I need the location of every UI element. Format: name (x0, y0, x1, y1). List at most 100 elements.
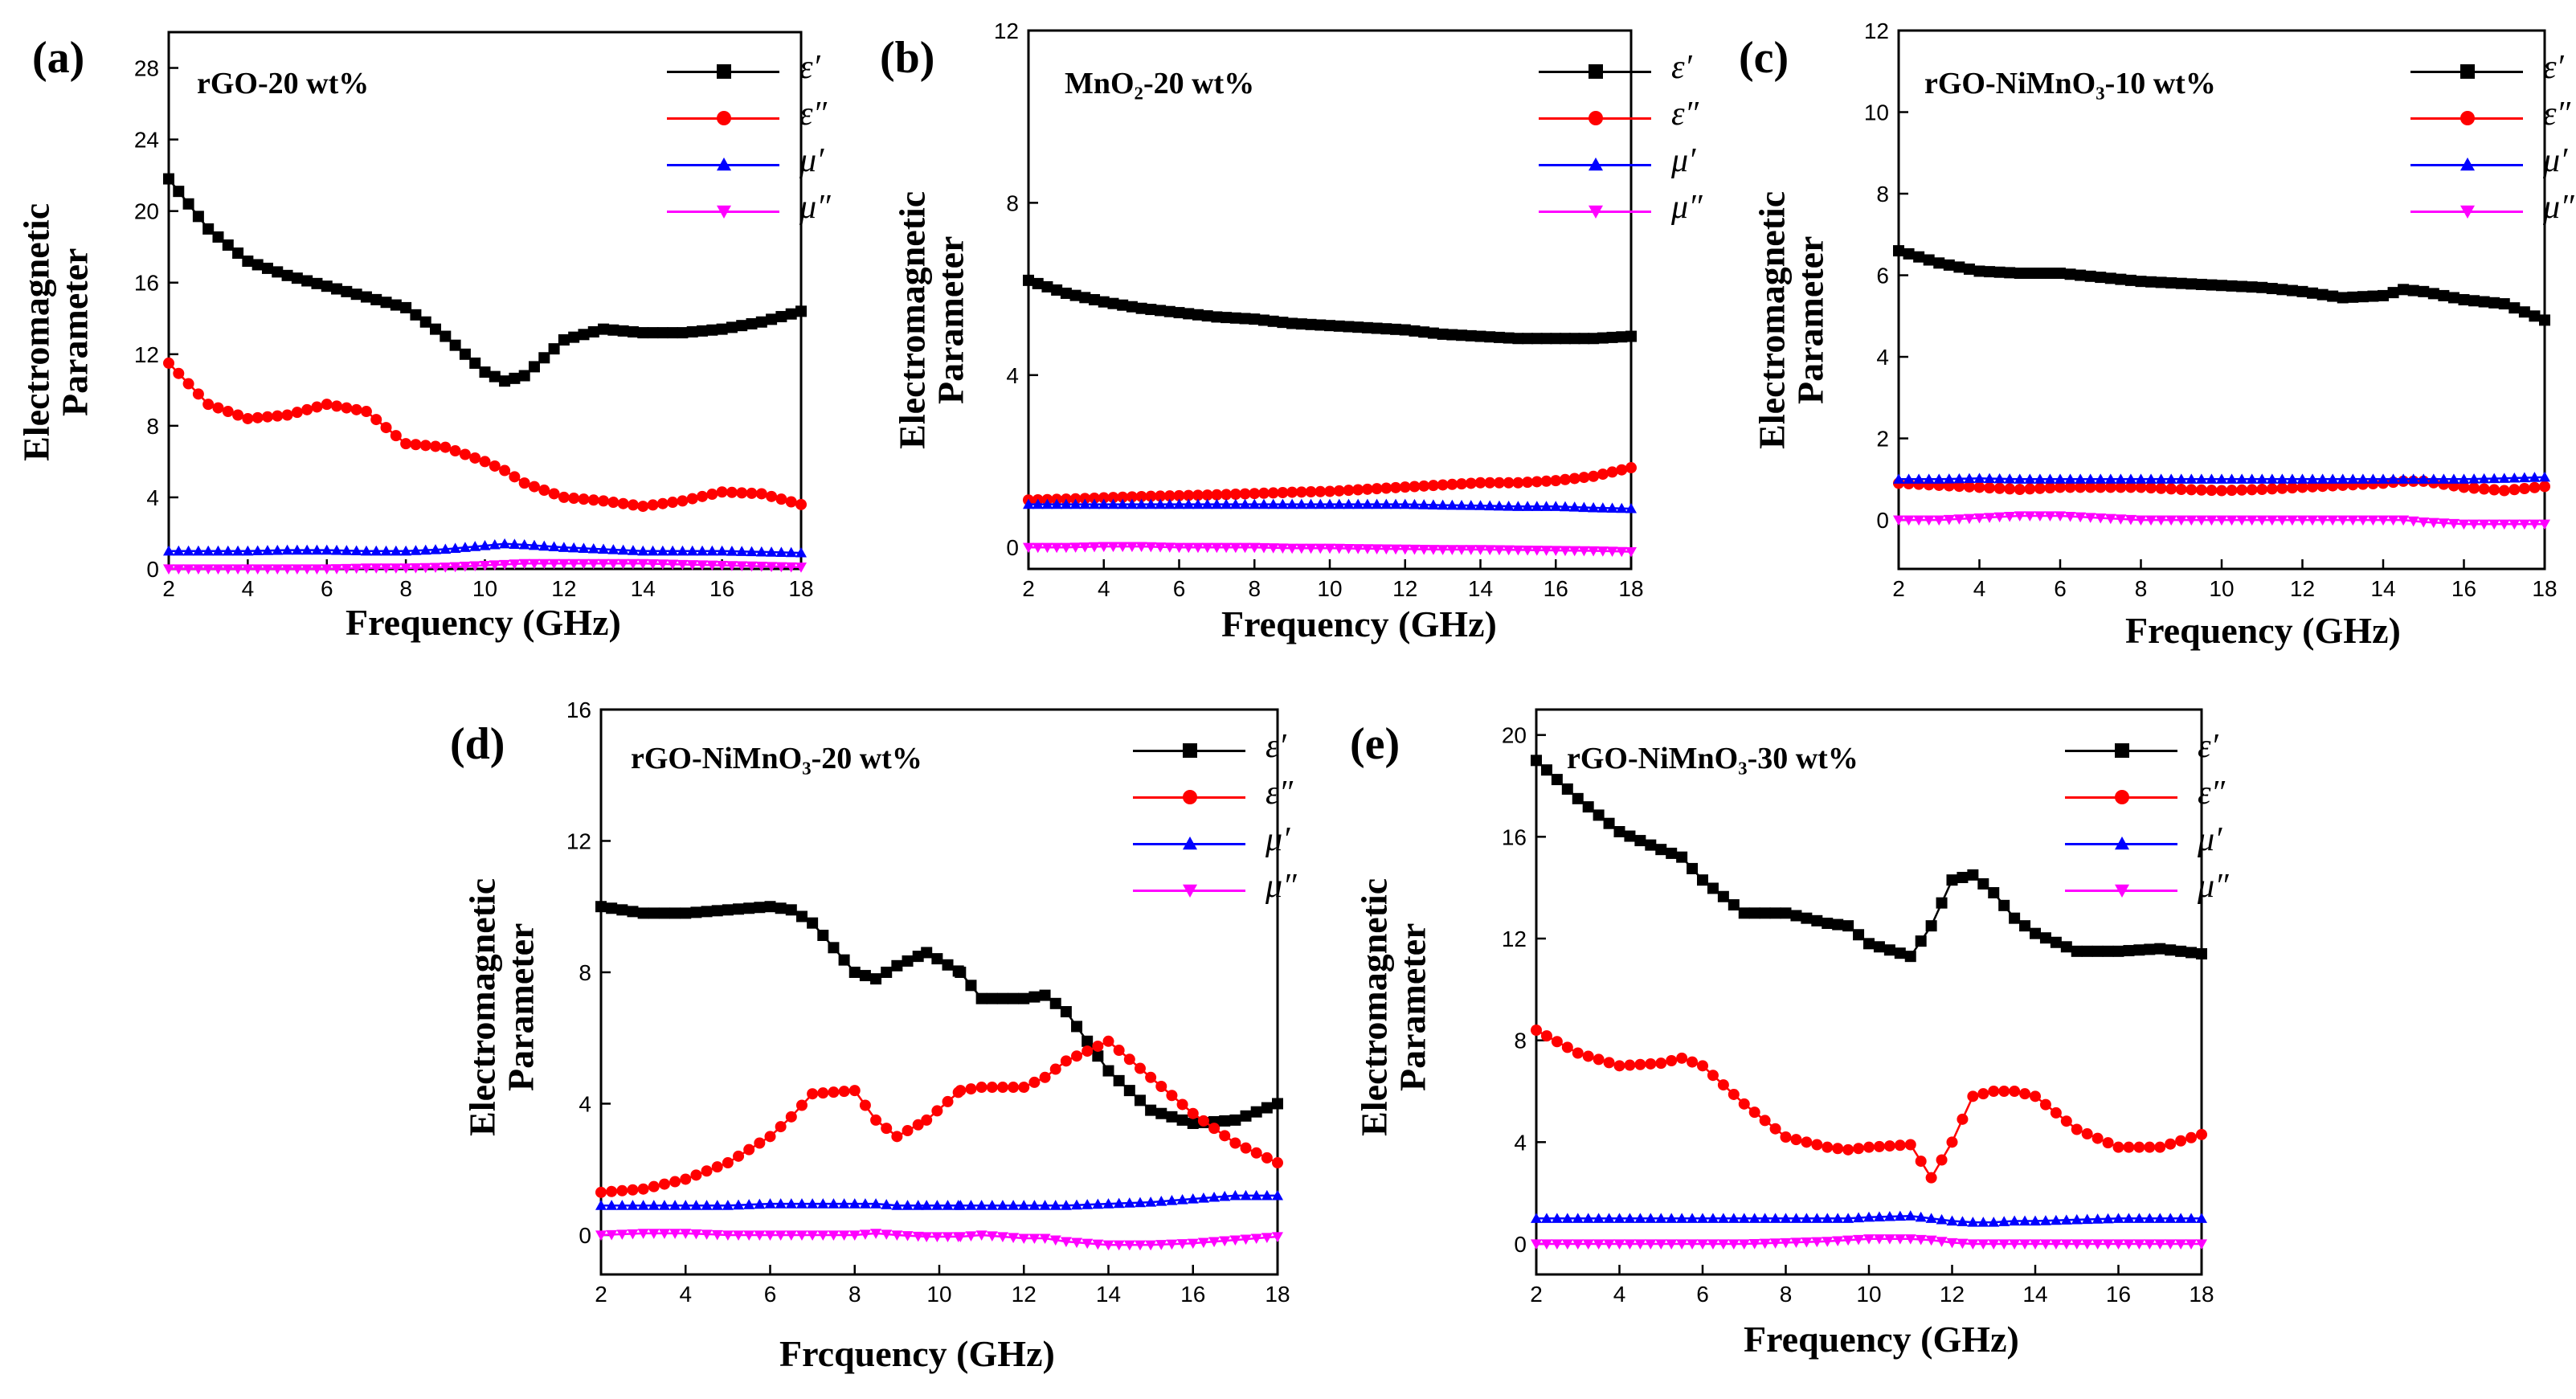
data-point (360, 545, 372, 556)
data-point (449, 339, 461, 351)
data-point (2529, 472, 2541, 482)
data-point (1239, 313, 1251, 325)
data-point (1155, 498, 1167, 509)
data-point (2081, 1239, 2093, 1250)
data-point (1277, 486, 1289, 498)
data-point (1913, 473, 1925, 484)
data-point (2060, 1239, 2072, 1250)
data-point (1883, 1234, 1895, 1245)
data-point (528, 539, 540, 550)
series-line (1535, 1029, 2202, 1180)
data-point (1936, 897, 1948, 909)
data-point (2216, 515, 2227, 526)
data-point (1550, 546, 1562, 556)
data-point (1572, 1213, 1584, 1223)
data-point (2276, 515, 2288, 526)
data-point (1261, 1189, 1273, 1201)
data-point (2186, 278, 2198, 290)
data-point (1390, 481, 1402, 493)
data-point (2327, 473, 2339, 484)
data-point (1028, 991, 1041, 1003)
data-point (669, 1200, 681, 1210)
data-point (733, 903, 745, 915)
data-point (222, 239, 234, 251)
data-point (1060, 1237, 1072, 1248)
legend-item-mu-real: μ′ (667, 141, 860, 190)
x-tick-label: 6 (1696, 1282, 1709, 1307)
data-point (637, 1229, 649, 1239)
data-point (2039, 1098, 2051, 1111)
data-point (2123, 945, 2135, 957)
data-point (1993, 472, 2006, 484)
data-point (2478, 519, 2490, 530)
data-point (1522, 545, 1534, 556)
data-point (242, 545, 254, 556)
data-point (1790, 910, 1802, 922)
data-point (2175, 945, 2187, 957)
data-point (2081, 945, 2093, 957)
data-point (1333, 485, 1345, 497)
series-mu-imag (1893, 511, 2550, 530)
data-point (1272, 1098, 1283, 1110)
data-point (902, 1125, 914, 1137)
data-point (2064, 473, 2076, 484)
data-point (469, 452, 481, 464)
data-point (743, 1199, 755, 1209)
legend-item-eps-real: ε′ (2065, 727, 2258, 775)
data-point (1437, 545, 1449, 555)
data-point (291, 564, 303, 575)
data-point (331, 400, 343, 412)
data-point (2145, 515, 2157, 526)
series-mu-imag (163, 558, 807, 575)
y-tick-label: 0 (1514, 1232, 1527, 1257)
data-point (1568, 546, 1580, 557)
data-point (1606, 546, 1618, 558)
data-point (1197, 1237, 1209, 1249)
data-point (2075, 473, 2087, 484)
data-point (2071, 1239, 2083, 1250)
data-point (1257, 487, 1270, 499)
legend-label: μ″ (799, 189, 831, 226)
data-point (1277, 498, 1289, 509)
data-point (212, 545, 224, 556)
series-mu-real (595, 1189, 1283, 1210)
data-point (1173, 307, 1185, 319)
data-point (2378, 515, 2389, 526)
data-point (1155, 1081, 1167, 1093)
data-point (242, 564, 254, 575)
data-point (648, 1200, 660, 1210)
data-point (1738, 907, 1750, 919)
data-point (1811, 914, 1823, 927)
data-point (1531, 755, 1542, 767)
data-point (1361, 544, 1373, 554)
data-point (1550, 475, 1562, 487)
data-point (1380, 323, 1392, 335)
y-tick-label: 12 (134, 342, 159, 367)
data-point (921, 1232, 933, 1242)
legend-marker (1589, 157, 1603, 171)
data-point (1134, 1197, 1146, 1208)
data-point (1780, 907, 1792, 919)
data-point (173, 367, 185, 379)
data-point (838, 954, 850, 966)
data-point (587, 558, 599, 570)
data-point (2357, 291, 2369, 303)
data-point (350, 545, 362, 556)
y-tick-label: 2 (1876, 427, 1889, 452)
data-point (2458, 519, 2470, 530)
data-point (1249, 542, 1261, 554)
data-point (1409, 498, 1421, 509)
data-point (1352, 321, 1364, 333)
data-point (848, 966, 861, 978)
data-point (1343, 485, 1355, 497)
data-point (1551, 1239, 1563, 1250)
data-point (1187, 1192, 1199, 1204)
data-point (1893, 515, 1904, 526)
data-point (667, 545, 679, 556)
data-point (499, 375, 511, 387)
data-point (321, 564, 333, 575)
legend-marker (2115, 884, 2129, 898)
data-point (1963, 513, 1975, 525)
data-point (1089, 294, 1101, 305)
data-point (2014, 484, 2026, 496)
